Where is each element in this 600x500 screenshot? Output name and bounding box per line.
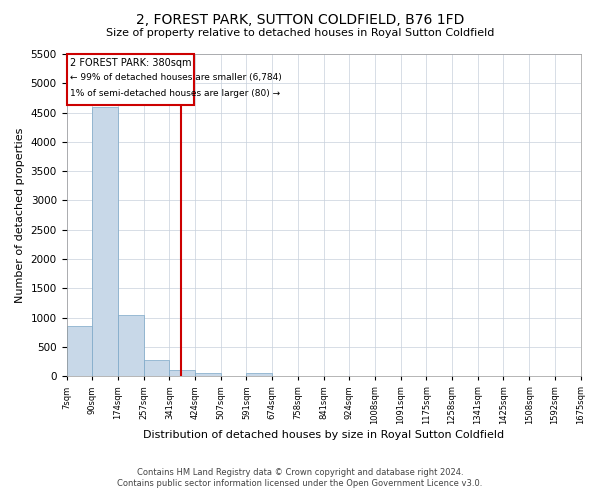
Text: Contains HM Land Registry data © Crown copyright and database right 2024.
Contai: Contains HM Land Registry data © Crown c… xyxy=(118,468,482,487)
Text: 2 FOREST PARK: 380sqm: 2 FOREST PARK: 380sqm xyxy=(70,58,192,68)
Bar xyxy=(143,360,169,376)
Bar xyxy=(195,373,221,376)
Bar xyxy=(247,374,272,376)
X-axis label: Distribution of detached houses by size in Royal Sutton Coldfield: Distribution of detached houses by size … xyxy=(143,430,504,440)
Text: 2, FOREST PARK, SUTTON COLDFIELD, B76 1FD: 2, FOREST PARK, SUTTON COLDFIELD, B76 1F… xyxy=(136,12,464,26)
Bar xyxy=(118,315,143,376)
Text: 1% of semi-detached houses are larger (80) →: 1% of semi-detached houses are larger (8… xyxy=(70,89,281,98)
Text: ← 99% of detached houses are smaller (6,784): ← 99% of detached houses are smaller (6,… xyxy=(70,73,282,82)
FancyBboxPatch shape xyxy=(67,54,194,105)
Text: Size of property relative to detached houses in Royal Sutton Coldfield: Size of property relative to detached ho… xyxy=(106,28,494,38)
Bar xyxy=(92,106,118,376)
Bar xyxy=(67,326,92,376)
Bar xyxy=(169,370,195,376)
Y-axis label: Number of detached properties: Number of detached properties xyxy=(15,128,25,303)
